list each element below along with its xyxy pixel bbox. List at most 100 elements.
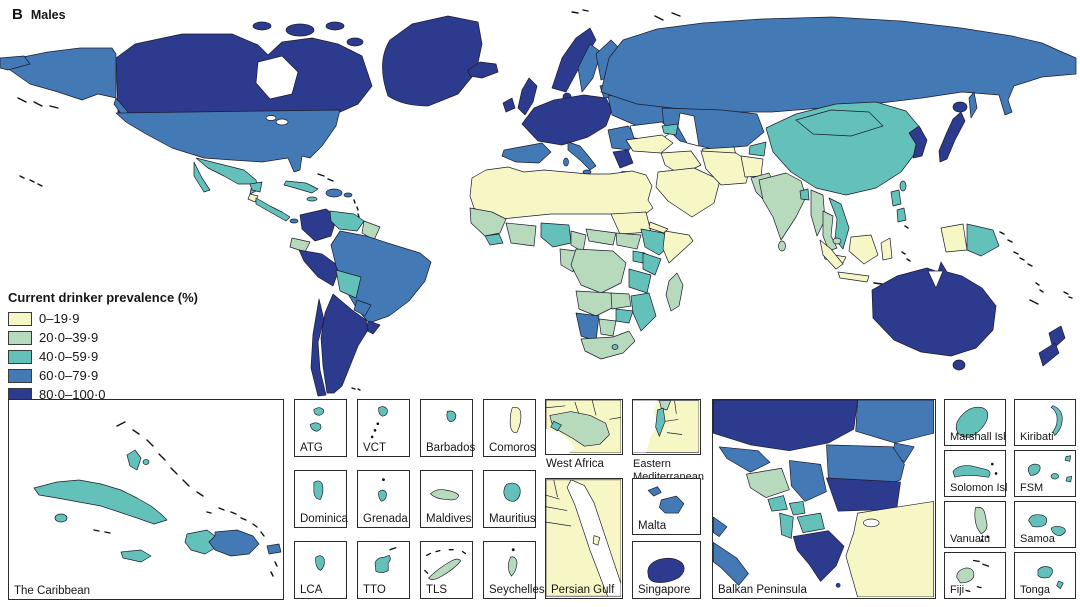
inset-label: Balkan Peninsula (718, 584, 807, 596)
region-norway (551, 27, 597, 93)
jamaica (120, 549, 152, 563)
region-brazil (330, 230, 432, 324)
region-senegal-guinea (469, 207, 507, 237)
inset-label: FSM (1020, 482, 1044, 494)
region-botswana (598, 318, 617, 337)
region-australia (871, 261, 997, 357)
region-paraguay (353, 299, 372, 317)
region-greenland (382, 15, 483, 107)
inset-lca: LCA (294, 541, 347, 599)
puerto-rico (266, 543, 282, 555)
legend-label: 80·0–100·0 (39, 387, 106, 402)
region-venezuela (329, 210, 365, 232)
inset-label: ATG (300, 442, 323, 454)
region-russia (600, 16, 1077, 116)
region-north-africa (469, 166, 654, 221)
inset-fsm: FSM (1014, 450, 1076, 497)
legend-swatch (8, 330, 32, 345)
region-mozambique (630, 292, 657, 332)
inset-malta: Malta (632, 478, 701, 535)
inset-caribbean: The Caribbean (8, 399, 284, 600)
inset-fiji: Fiji (944, 552, 1006, 599)
region-papua-new-guinea (966, 223, 1000, 257)
balkan-ukraine (855, 400, 934, 444)
region-zimbabwe (615, 308, 634, 324)
arctic-islands (285, 23, 315, 37)
balkan-croatia (718, 446, 771, 473)
inset-label: Mauritius (489, 513, 536, 525)
region-iran (700, 150, 752, 186)
panel-letter: B (12, 6, 23, 23)
region-panama (289, 218, 299, 224)
region-drc (570, 248, 627, 294)
africa (469, 166, 694, 360)
region-ghana-cote-divoire (505, 222, 537, 247)
region-south-africa (580, 330, 636, 360)
panel-label: Males (30, 8, 66, 22)
inset-dominica: Dominica (294, 470, 348, 528)
legend: Current drinker prevalence (%) 0–19·9 20… (8, 290, 199, 404)
inset-vct: VCT (357, 399, 410, 457)
region-philippines (890, 189, 902, 207)
inset-label: Samoa (1020, 533, 1055, 545)
region-argentina (320, 293, 369, 394)
region-hispaniola (325, 188, 343, 198)
region-italy (567, 141, 597, 171)
region-sweden (577, 43, 602, 93)
south-america (289, 208, 432, 397)
inset-singapore: Singapore (632, 541, 701, 599)
balkan-macedonia (796, 512, 825, 533)
region-sumatra (819, 239, 844, 270)
region-kenya (642, 252, 662, 276)
region-arabia (655, 167, 721, 218)
region-tasmania (952, 359, 966, 371)
inset-label: Vanuatu (950, 533, 991, 545)
region-guatemala (247, 193, 259, 203)
oceania (871, 261, 1073, 371)
balkan-greece (792, 530, 845, 582)
region-western-europe (521, 94, 613, 146)
inset-maldives: Maldives (420, 470, 473, 528)
region-jamaica (306, 196, 318, 202)
great-lakes (275, 118, 289, 126)
region-sri-lanka (778, 240, 786, 252)
inset-west-africa (545, 399, 623, 455)
region-india (758, 172, 807, 241)
inset-comoros: Comoros (483, 399, 536, 457)
inset-label: TLS (426, 584, 448, 596)
dominican-republic (208, 529, 260, 557)
inset-label: Marshall Isl (950, 431, 1006, 443)
region-colombia (299, 208, 338, 242)
inset-persian-gulf: Persian Gulf (545, 478, 623, 599)
region-peru (298, 249, 341, 287)
region-bangladesh (799, 188, 810, 201)
balkan-bosnia (746, 467, 790, 498)
balkan-italy (713, 542, 749, 586)
inset-vanuatu: Vanuatu (944, 501, 1006, 548)
balkan-serbia (789, 460, 827, 502)
caspian-sea (677, 112, 700, 147)
region-namibia (575, 312, 600, 342)
inset-label: Fiji (950, 584, 965, 596)
inset-label: Maldives (426, 513, 472, 525)
region-eritrea (648, 221, 669, 234)
bahamas (126, 449, 142, 471)
legend-title: Current drinker prevalence (%) (8, 290, 199, 305)
inset-atg: ATG (294, 399, 347, 457)
balkan-montenegro (767, 495, 788, 512)
asia (0, 12, 1077, 287)
inset-label: Malta (638, 520, 667, 532)
balkan-hungary-block (713, 400, 858, 452)
legend-label: 20·0–39·9 (39, 330, 99, 345)
region-ireland (502, 97, 516, 113)
mongolia-border (795, 109, 884, 137)
balkan-kosovo (789, 501, 806, 516)
region-madagascar (665, 272, 684, 312)
region-nigeria (540, 222, 572, 248)
inset-label: Grenada (363, 513, 408, 525)
region-zambia (610, 292, 632, 310)
inset-seychelles: Seychelles (483, 541, 545, 599)
legend-swatch (8, 311, 32, 326)
inset-marshall: Marshall Isl (944, 399, 1006, 446)
legend-item: 40·0–59·9 (8, 347, 198, 366)
